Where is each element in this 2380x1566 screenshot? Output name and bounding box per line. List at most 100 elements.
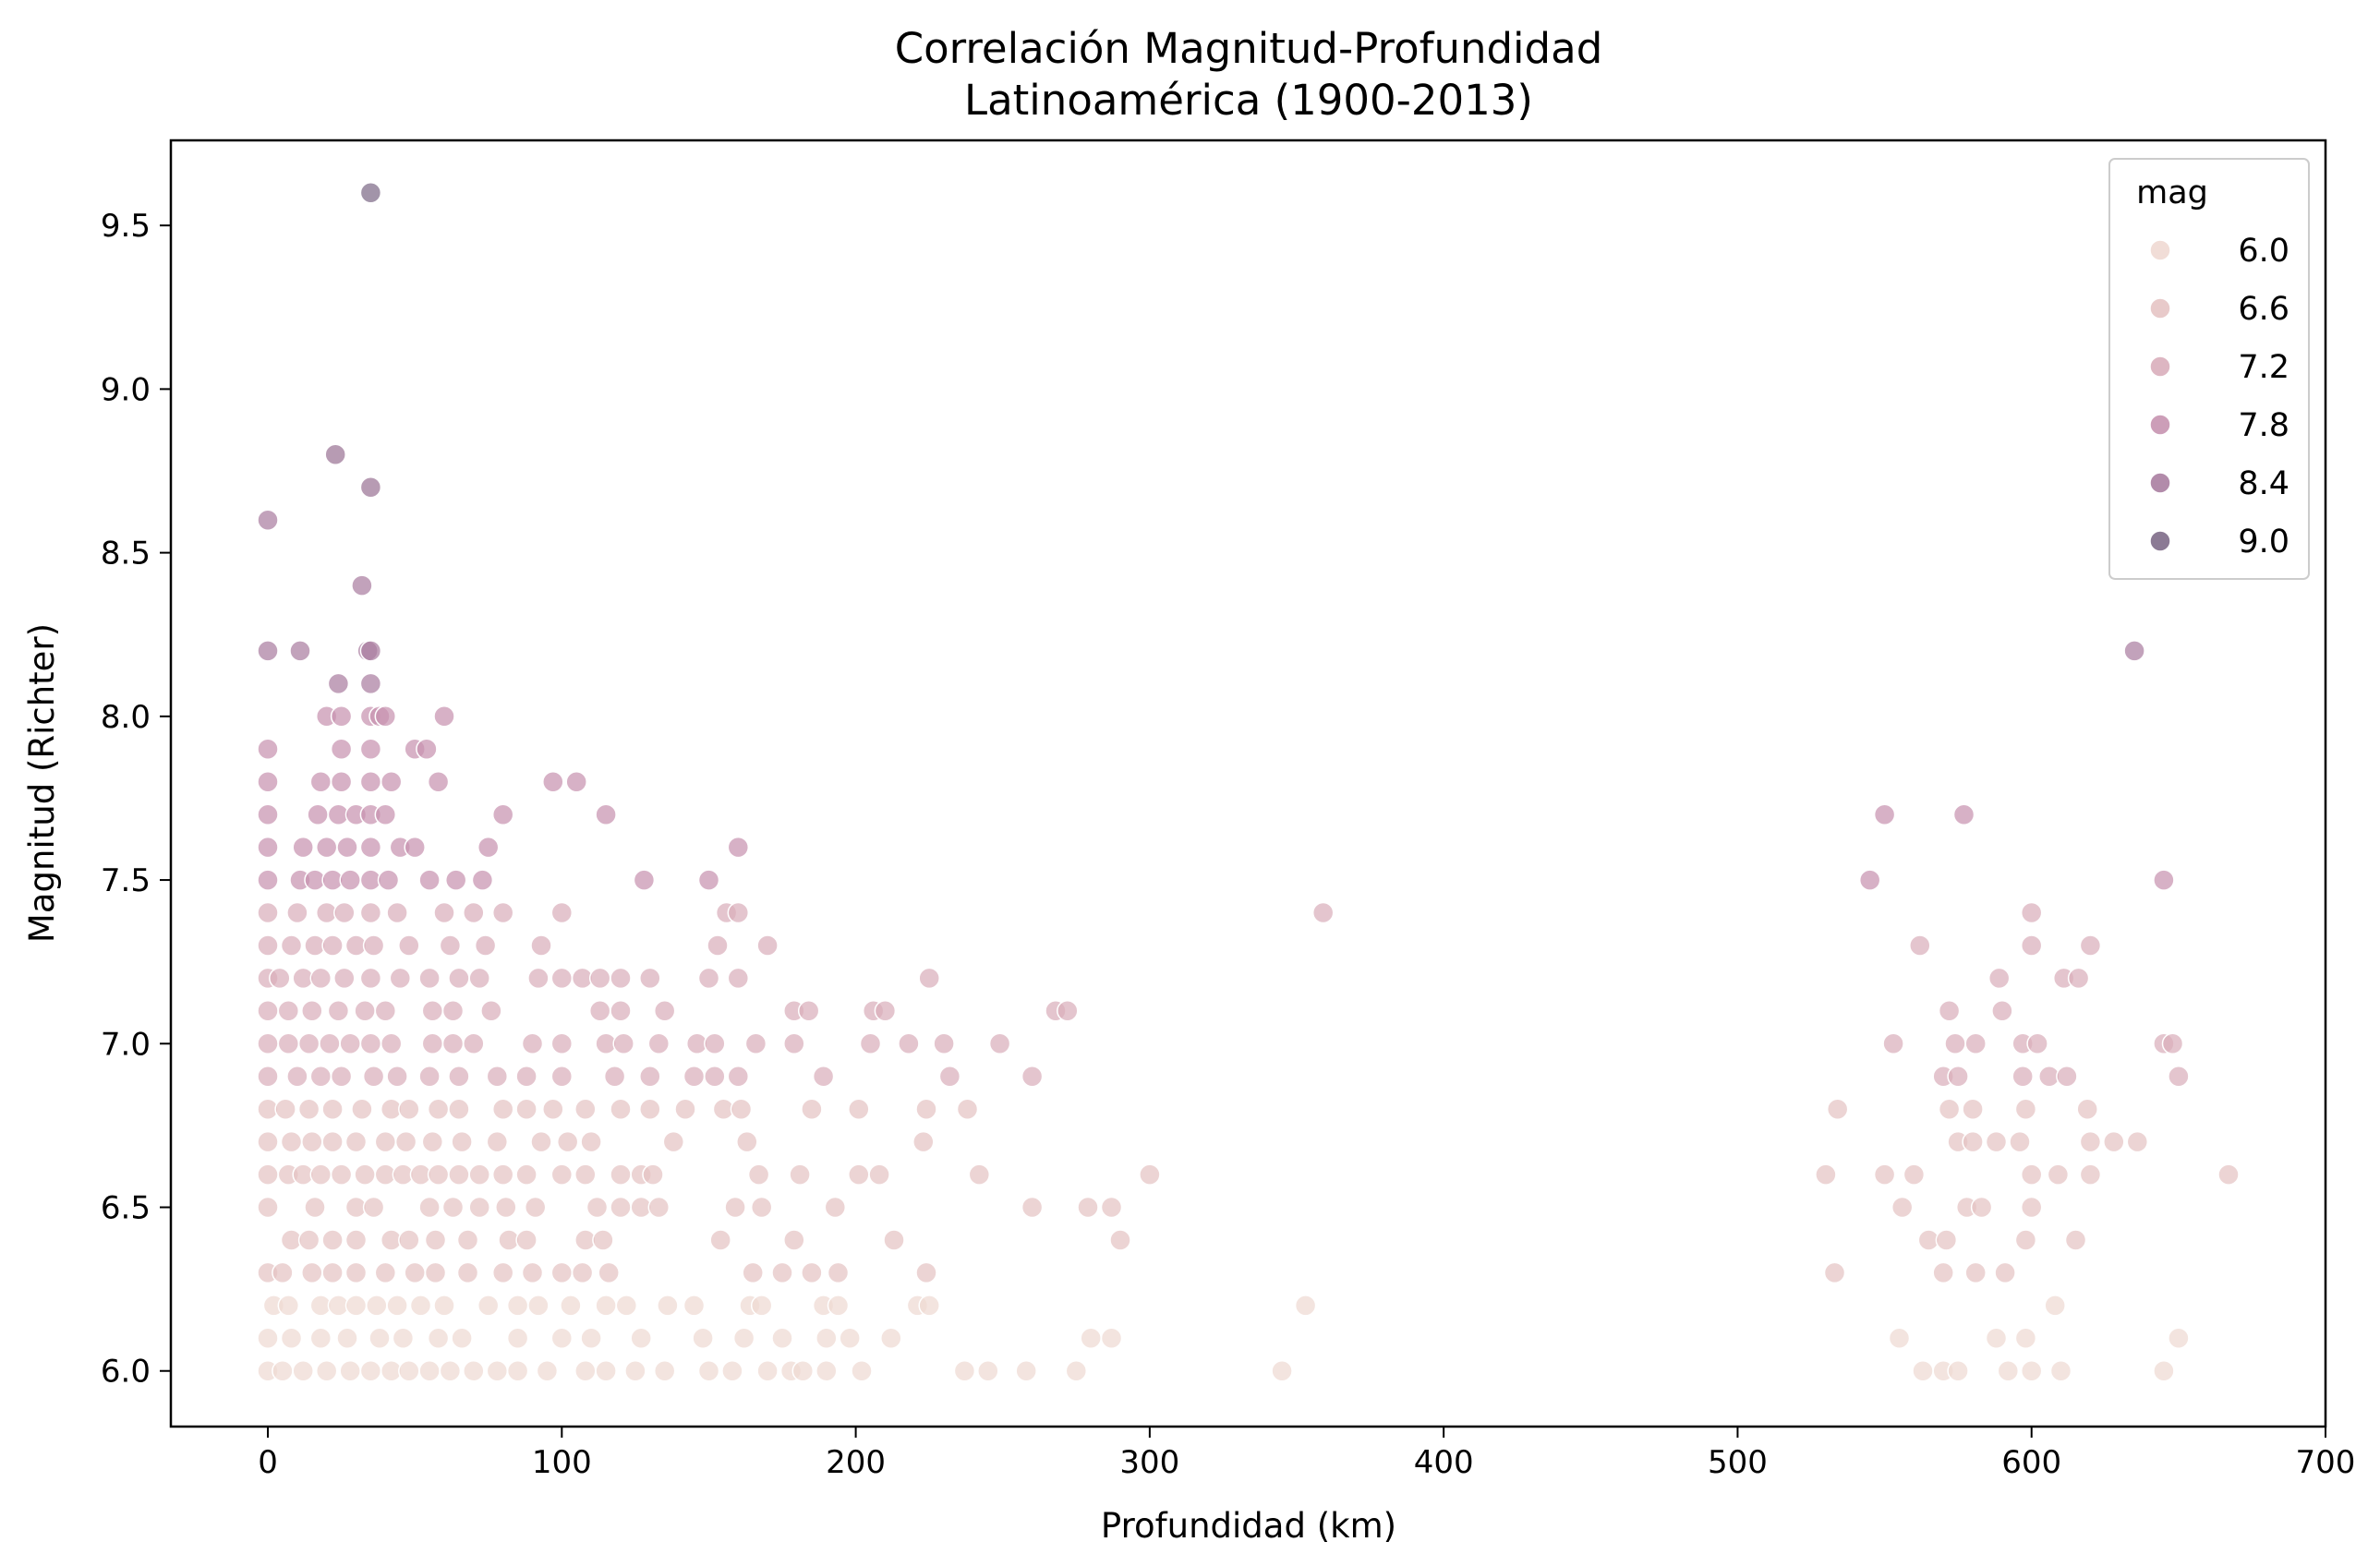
data-point (359, 1359, 382, 1382)
data-point (1964, 1032, 1987, 1055)
data-point (339, 1032, 361, 1055)
data-point (880, 1327, 902, 1350)
data-point (603, 1065, 626, 1088)
data-point (827, 1261, 850, 1284)
data-point (286, 901, 308, 924)
y-tick-label: 6.0 (101, 1354, 151, 1391)
data-point (815, 1359, 838, 1382)
data-point (257, 640, 279, 662)
data-point (307, 803, 329, 825)
data-point (580, 1130, 602, 1153)
data-point (1903, 1163, 1926, 1186)
data-point (309, 967, 332, 990)
legend-marker (2149, 239, 2171, 261)
data-point (1139, 1163, 1161, 1186)
data-point (560, 1295, 582, 1317)
data-point (506, 1359, 529, 1382)
data-point (321, 1229, 344, 1251)
data-point (398, 1098, 420, 1120)
data-point (1952, 803, 1975, 825)
data-point (421, 1000, 444, 1022)
data-point (321, 934, 344, 957)
data-point (1826, 1098, 1849, 1120)
legend-label: 6.6 (2238, 291, 2289, 328)
data-point (418, 1196, 441, 1219)
data-point (374, 803, 397, 825)
data-point (297, 1229, 320, 1251)
data-point (398, 934, 420, 957)
y-tick-label: 7.0 (101, 1026, 151, 1063)
data-point (839, 1327, 861, 1350)
data-point (2079, 1130, 2102, 1153)
data-point (783, 1032, 805, 1055)
data-point (362, 934, 385, 957)
data-point (439, 1359, 462, 1382)
data-point (633, 869, 656, 891)
y-axis-ticks: 6.0 6.5 7.0 7.5 8.0 8.5 9.0 9.5 (101, 208, 171, 1391)
data-point (915, 1261, 937, 1284)
data-point (416, 738, 438, 761)
data-point (1997, 1359, 2020, 1382)
plot-area-frame (169, 139, 2327, 1428)
data-point (374, 705, 397, 728)
data-point (427, 1163, 450, 1186)
x-tick-label: 400 (1414, 1444, 1474, 1481)
data-point (565, 770, 587, 793)
data-point (642, 1163, 664, 1186)
y-tick-label: 6.5 (101, 1190, 151, 1227)
data-point (289, 640, 311, 662)
data-point (330, 770, 353, 793)
data-point (2153, 869, 2175, 891)
data-point (2079, 934, 2102, 957)
data-point (624, 1359, 646, 1382)
data-point (827, 1295, 850, 1317)
data-point (610, 1098, 632, 1120)
data-point (750, 1295, 773, 1317)
legend-marker (2149, 414, 2171, 436)
data-point (1891, 1196, 1914, 1219)
data-point (912, 1130, 935, 1153)
data-point (595, 1295, 617, 1317)
data-point (1065, 1359, 1088, 1382)
data-point (374, 1130, 397, 1153)
data-point (404, 1261, 426, 1284)
data-point (257, 1327, 279, 1350)
data-point (2079, 1163, 2102, 1186)
data-point (550, 1327, 574, 1350)
data-point (574, 1163, 597, 1186)
data-point (527, 1295, 550, 1317)
data-point (639, 1065, 661, 1088)
data-point (1888, 1327, 1911, 1350)
data-point (389, 967, 412, 990)
data-point (424, 1229, 447, 1251)
data-point (339, 869, 361, 891)
data-point (1873, 803, 1896, 825)
data-point (309, 1327, 332, 1350)
data-point (359, 901, 382, 924)
data-point (783, 1229, 805, 1251)
data-point (1815, 1163, 1837, 1186)
data-point (474, 934, 497, 957)
data-point (610, 967, 632, 990)
data-point (1109, 1229, 1131, 1251)
data-point (2126, 1130, 2149, 1153)
data-point (2123, 640, 2145, 662)
data-point (374, 1261, 397, 1284)
data-point (309, 1163, 332, 1186)
data-point (380, 770, 403, 793)
data-point (610, 1163, 632, 1186)
data-point (424, 1261, 447, 1284)
data-point (977, 1359, 999, 1382)
data-point (257, 836, 279, 859)
data-point (1962, 1098, 1984, 1120)
data-point (797, 1000, 820, 1022)
data-point (515, 1163, 538, 1186)
data-point (815, 1327, 838, 1350)
data-point (2047, 1163, 2070, 1186)
legend-title: mag (2136, 175, 2208, 211)
data-point (1311, 901, 1335, 924)
data-point (592, 1229, 614, 1251)
data-point (1962, 1130, 1984, 1153)
data-point (801, 1098, 823, 1120)
data-point (515, 1098, 538, 1120)
